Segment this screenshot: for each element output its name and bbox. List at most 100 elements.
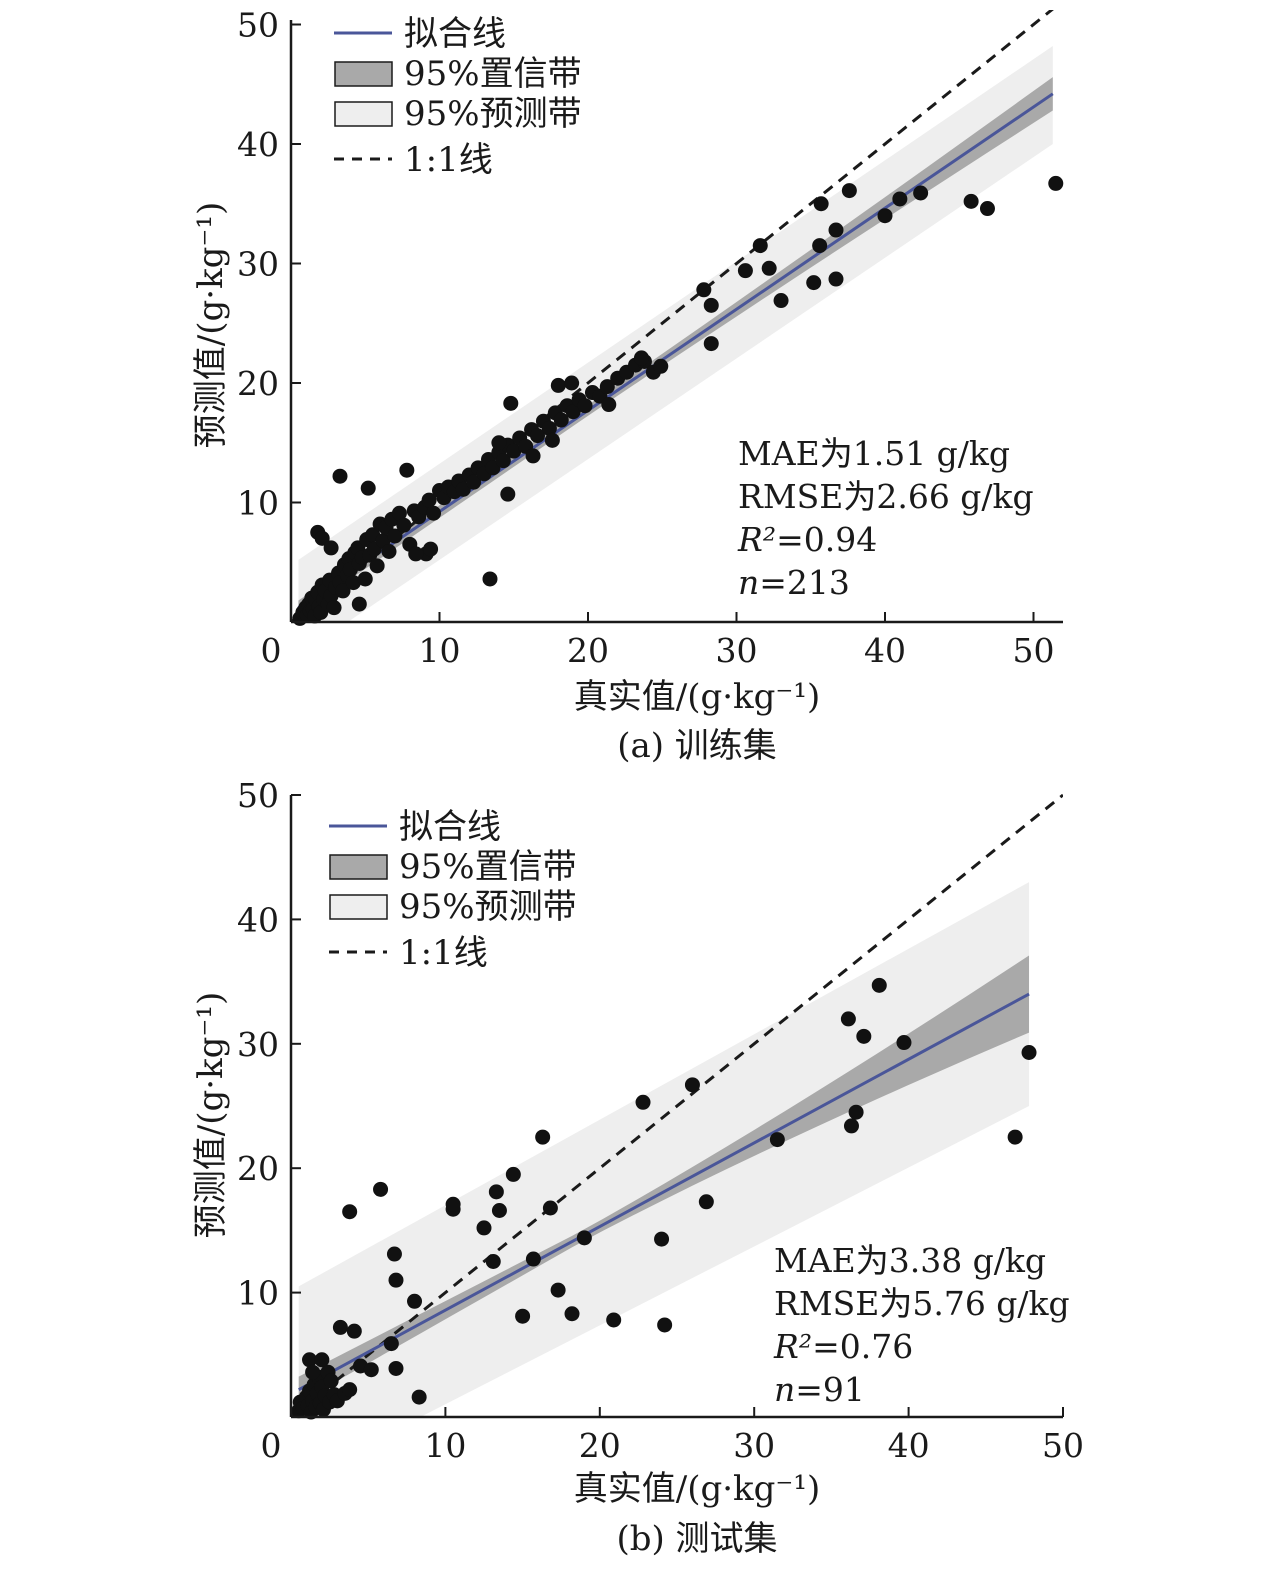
data-point	[391, 505, 407, 521]
legend-confidence-label: 95%置信带	[399, 847, 577, 887]
data-point	[506, 443, 522, 459]
identity-line	[291, 10, 1054, 622]
data-point	[381, 543, 397, 559]
y-tick-label: 30	[237, 1025, 279, 1064]
data-point	[761, 260, 777, 276]
data-point	[485, 1254, 501, 1269]
data-point	[360, 480, 376, 496]
x-tick-label: 20	[567, 631, 609, 670]
data-point	[703, 336, 719, 352]
data-point	[773, 293, 789, 309]
data-point	[871, 977, 887, 993]
data-point	[323, 540, 339, 556]
x-tick-label: 30	[733, 1426, 775, 1465]
data-point	[500, 486, 516, 502]
data-point	[326, 600, 342, 616]
data-point	[963, 193, 979, 209]
y-tick-label: 10	[237, 1274, 279, 1313]
data-point	[1048, 175, 1064, 191]
fit-line	[298, 992, 1030, 1391]
x-tick-label: 40	[888, 1426, 930, 1465]
data-point	[399, 462, 415, 478]
data-point	[601, 397, 617, 413]
data-point	[812, 238, 828, 254]
data-point	[577, 398, 593, 414]
data-point	[482, 571, 498, 587]
data-point	[408, 546, 424, 562]
legend-confidence-swatch	[334, 61, 393, 87]
stats-annotation: MAE为3.38 g/kg RMSE为5.76 g/kg R²=0.76 n=91	[773, 1241, 1070, 1409]
data-point	[892, 191, 908, 207]
data-point	[426, 505, 442, 521]
data-point	[342, 1382, 358, 1398]
x-tick-label: 50	[1013, 631, 1055, 670]
panel-caption: (b) 测试集	[616, 1519, 777, 1559]
stats-line: MAE为3.38 g/kg	[774, 1241, 1046, 1280]
data-point	[383, 1336, 399, 1352]
data-point	[386, 1246, 402, 1262]
data-point	[841, 183, 857, 199]
data-point	[840, 1011, 856, 1027]
y-axis-label: 预测值/(g·kg⁻¹)	[191, 202, 231, 449]
data-point	[407, 1293, 423, 1309]
y-tick-label: 40	[237, 900, 279, 939]
data-point	[351, 596, 367, 612]
x-tick-label: 30	[716, 631, 758, 670]
data-point	[515, 1308, 531, 1324]
data-point	[505, 1166, 521, 1182]
data-point	[388, 1272, 404, 1288]
data-point	[541, 420, 557, 436]
data-point	[828, 222, 844, 238]
legend-confidence-label: 95%置信带	[404, 54, 582, 94]
data-point	[843, 1118, 859, 1134]
chart-panel-a: 0 10 20 30 40 50 10 20 30 40 50 真实值/(g·kg⁻¹) 预测值/(g·…	[191, 6, 1064, 766]
data-point	[530, 428, 546, 444]
legend-identity-label: 1:1线	[404, 140, 493, 180]
stats-line: R²=0.76	[773, 1327, 913, 1366]
data-point	[565, 404, 581, 420]
data-point	[363, 1362, 379, 1378]
stats-line: RMSE为5.76 g/kg	[774, 1284, 1070, 1323]
x-tick-label: 0	[261, 631, 282, 670]
data-point	[369, 558, 385, 574]
data-point	[445, 1196, 461, 1212]
data-point	[979, 201, 995, 217]
data-points	[292, 175, 1064, 626]
stats-line: R²=0.94	[737, 520, 877, 559]
data-point	[813, 196, 829, 212]
data-point	[421, 492, 437, 508]
data-point	[657, 1317, 673, 1333]
data-point	[396, 517, 412, 533]
data-point	[332, 468, 348, 484]
x-tick-label: 40	[864, 631, 906, 670]
data-point	[491, 435, 507, 451]
data-point	[564, 1306, 580, 1322]
data-point	[388, 1360, 404, 1376]
data-point	[653, 358, 669, 374]
data-point	[599, 379, 615, 395]
data-point	[633, 350, 649, 366]
data-point	[698, 1194, 714, 1210]
stats-annotation: MAE为1.51 g/kg RMSE为2.66 g/kg R²=0.94 n=213	[737, 434, 1034, 602]
x-axis-label: 真实值/(g·kg⁻¹)	[574, 677, 821, 717]
data-point	[491, 1202, 507, 1218]
data-point	[342, 1204, 358, 1220]
legend-prediction-label: 95%预测带	[399, 887, 577, 927]
stats-line: n=213	[738, 563, 850, 602]
data-point	[564, 375, 580, 391]
chart-panel-b: 0 10 20 30 40 50 10 20 30 40 50 真实值/(g·kg⁻¹) 预测值/(g·…	[191, 776, 1084, 1559]
legend-prediction-swatch	[329, 894, 388, 920]
y-tick-label: 50	[237, 776, 279, 815]
data-point	[332, 1319, 348, 1335]
data-point	[544, 432, 560, 448]
data-point	[550, 1282, 566, 1298]
data-point	[684, 1077, 700, 1093]
data-point	[314, 530, 330, 546]
data-point	[553, 412, 569, 428]
x-axis-label: 真实值/(g·kg⁻¹)	[574, 1469, 821, 1509]
legend-fit-label: 拟合线	[399, 807, 501, 847]
y-tick-label: 40	[237, 125, 279, 164]
